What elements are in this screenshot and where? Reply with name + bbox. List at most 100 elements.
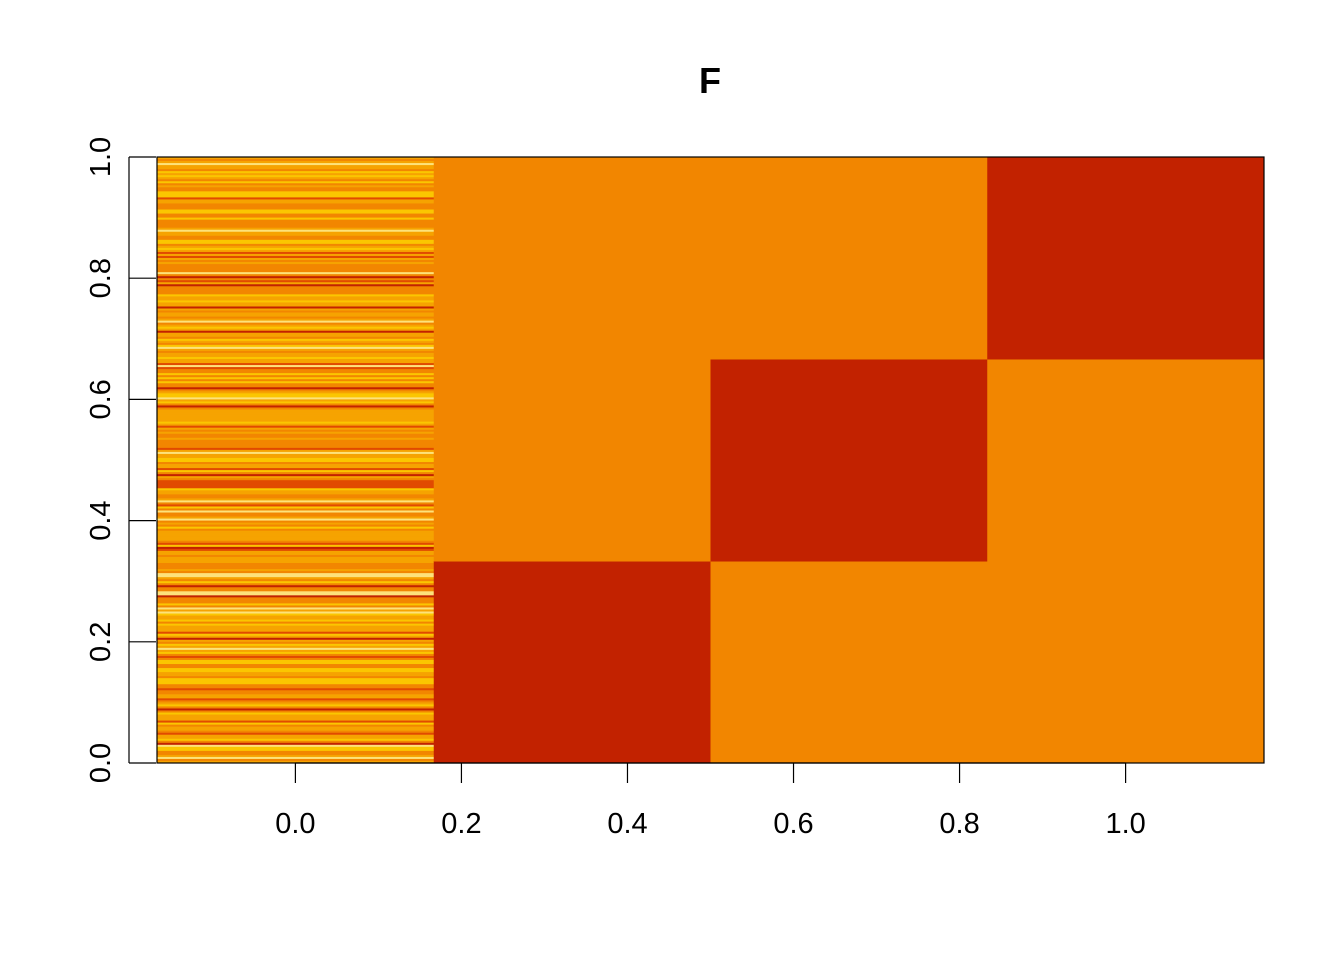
x-tick-label: 0.0 xyxy=(275,808,315,840)
heatmap-cell xyxy=(157,494,435,497)
heatmap-cell xyxy=(157,668,435,671)
y-tick-label: 0.6 xyxy=(85,379,117,419)
heatmap-cell xyxy=(157,217,435,221)
heatmap-cell xyxy=(157,522,435,526)
heatmap-cell xyxy=(157,288,435,291)
heatmap-cell xyxy=(157,482,435,485)
heatmap-cell xyxy=(157,653,435,657)
heatmap-cell xyxy=(157,185,435,188)
heatmap-cell xyxy=(157,754,435,758)
heatmap-cell xyxy=(157,262,435,265)
heatmap-cell xyxy=(157,209,435,212)
heatmap-cell xyxy=(157,302,435,305)
heatmap-cell xyxy=(157,441,435,445)
heatmap-cell xyxy=(157,332,435,336)
heatmap-cell xyxy=(157,167,435,170)
heatmap-cell xyxy=(157,651,435,655)
heatmap-cell xyxy=(157,423,435,427)
heatmap-cell xyxy=(157,177,435,180)
heatmap-cell xyxy=(157,233,435,237)
heatmap-cell xyxy=(157,750,435,754)
heatmap-cell xyxy=(157,696,435,699)
heatmap-cell xyxy=(157,298,435,301)
heatmap-cell xyxy=(157,249,435,253)
heatmap-cell xyxy=(157,720,435,723)
heatmap-cell xyxy=(157,201,435,204)
heatmap-cell xyxy=(157,684,435,687)
heatmap-cell xyxy=(157,694,435,697)
heatmap-cell xyxy=(157,738,435,742)
heatmap-cell xyxy=(157,282,435,285)
heatmap-cell xyxy=(157,365,435,368)
heatmap-cell xyxy=(157,379,435,382)
heatmap-cell xyxy=(157,286,435,289)
heatmap-cell xyxy=(157,702,435,705)
heatmap-cell xyxy=(157,756,435,760)
heatmap-cell xyxy=(157,593,435,596)
heatmap-cell xyxy=(157,561,435,564)
heatmap-cell xyxy=(157,375,435,378)
heatmap-cell xyxy=(157,247,435,251)
heatmap-cell xyxy=(157,692,435,695)
heatmap-cell xyxy=(157,312,435,315)
heatmap-cell xyxy=(157,558,435,562)
heatmap-cell xyxy=(157,161,435,164)
heatmap-cell xyxy=(157,688,435,691)
heatmap-cell xyxy=(157,239,435,243)
heatmap-cell xyxy=(157,492,435,495)
heatmap-cell xyxy=(157,552,435,556)
heatmap-cell xyxy=(157,356,435,360)
heatmap-cell xyxy=(157,629,435,633)
heatmap-cell xyxy=(157,472,435,475)
heatmap-cell xyxy=(157,229,435,233)
heatmap-cell xyxy=(157,451,435,455)
heatmap-cell xyxy=(157,627,435,631)
heatmap-cell xyxy=(157,746,435,750)
heatmap-cell xyxy=(157,354,435,358)
heatmap-cell xyxy=(157,421,435,425)
x-tick-label: 1.0 xyxy=(1105,808,1145,840)
heatmap-cell xyxy=(157,512,435,515)
heatmap-cell xyxy=(157,197,435,200)
heatmap-cell xyxy=(157,419,435,423)
heatmap-cell xyxy=(157,637,435,641)
heatmap-cell xyxy=(157,690,435,693)
heatmap-cell xyxy=(157,736,435,740)
heatmap-cell xyxy=(157,571,435,574)
heatmap-cell xyxy=(157,350,435,354)
heatmap-cell xyxy=(157,502,435,505)
heatmap-cell xyxy=(157,225,435,229)
heatmap-cell xyxy=(433,561,711,764)
heatmap-cell xyxy=(157,565,435,568)
heatmap-cell xyxy=(157,589,435,592)
heatmap-cell xyxy=(157,704,435,707)
heatmap-cell xyxy=(157,447,435,451)
heatmap-cell xyxy=(710,561,988,764)
heatmap-cell xyxy=(157,607,435,610)
heatmap-cell xyxy=(157,189,435,192)
heatmap-cell xyxy=(157,367,435,370)
heatmap-cell xyxy=(157,272,435,275)
heatmap-cell xyxy=(157,231,435,235)
heatmap-cell xyxy=(157,205,435,208)
heatmap-cell xyxy=(157,672,435,675)
heatmap-cell xyxy=(157,676,435,679)
heatmap-cell xyxy=(157,698,435,701)
heatmap-cell xyxy=(157,603,435,606)
heatmap-cell xyxy=(157,516,435,519)
heatmap-cell xyxy=(157,554,435,558)
heatmap-cell xyxy=(157,635,435,639)
heatmap-cell xyxy=(987,358,1265,764)
heatmap-cell xyxy=(157,504,435,507)
heatmap-cell xyxy=(157,506,435,509)
heatmap-cell xyxy=(157,496,435,499)
heatmap-cell xyxy=(157,306,435,309)
heatmap-cell xyxy=(157,542,435,546)
heatmap-cell xyxy=(157,666,435,669)
heatmap-cell xyxy=(157,377,435,380)
heatmap-cell xyxy=(157,260,435,263)
heatmap-cell xyxy=(157,460,435,463)
heatmap-cell xyxy=(157,540,435,544)
heatmap-cell xyxy=(157,510,435,513)
heatmap-cell xyxy=(157,662,435,665)
